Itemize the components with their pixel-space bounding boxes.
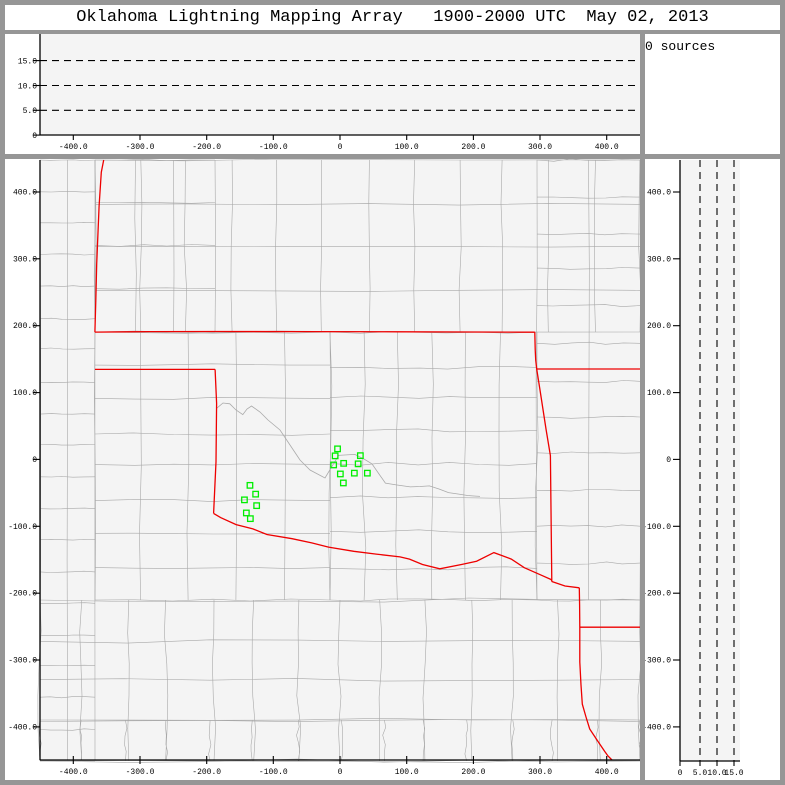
svg-text:100.0: 100.0 [395, 143, 419, 152]
svg-text:400.0: 400.0 [595, 143, 619, 152]
svg-text:200.0: 200.0 [647, 322, 671, 331]
svg-text:0: 0 [666, 456, 671, 465]
svg-text:5.0: 5.0 [693, 769, 708, 778]
svg-text:300.0: 300.0 [647, 255, 671, 264]
svg-text:300.0: 300.0 [528, 143, 552, 152]
svg-text:200.0: 200.0 [461, 768, 485, 777]
svg-text:-400.0: -400.0 [8, 723, 37, 732]
svg-text:300.0: 300.0 [528, 768, 552, 777]
svg-text:0: 0 [32, 456, 37, 465]
svg-text:-100.0: -100.0 [8, 523, 37, 532]
svg-text:100.0: 100.0 [395, 768, 419, 777]
svg-text:-400.0: -400.0 [59, 768, 88, 777]
svg-text:-200.0: -200.0 [192, 143, 221, 152]
svg-text:100.0: 100.0 [13, 389, 37, 398]
svg-text:0: 0 [338, 143, 343, 152]
svg-text:300.0: 300.0 [13, 255, 37, 264]
svg-text:-100.0: -100.0 [645, 523, 671, 532]
svg-text:0: 0 [32, 132, 37, 141]
svg-text:15.0: 15.0 [18, 58, 37, 67]
svg-text:-300.0: -300.0 [126, 143, 155, 152]
svg-text:-400.0: -400.0 [645, 723, 671, 732]
svg-text:-400.0: -400.0 [59, 143, 88, 152]
svg-text:400.0: 400.0 [647, 189, 671, 198]
svg-text:-100.0: -100.0 [259, 768, 288, 777]
svg-text:200.0: 200.0 [13, 322, 37, 331]
svg-text:10.0: 10.0 [18, 82, 37, 91]
svg-text:200.0: 200.0 [461, 143, 485, 152]
svg-text:-300.0: -300.0 [126, 768, 155, 777]
svg-text:400.0: 400.0 [13, 189, 37, 198]
svg-text:-200.0: -200.0 [645, 590, 671, 599]
svg-text:-200.0: -200.0 [8, 590, 37, 599]
svg-text:100.0: 100.0 [647, 389, 671, 398]
svg-text:400.0: 400.0 [595, 768, 619, 777]
svg-text:0: 0 [678, 769, 683, 778]
svg-text:15.0: 15.0 [724, 769, 743, 778]
svg-text:5.0: 5.0 [23, 107, 38, 116]
svg-text:-100.0: -100.0 [259, 143, 288, 152]
svg-text:0: 0 [338, 768, 343, 777]
svg-text:-300.0: -300.0 [8, 657, 37, 666]
svg-text:-200.0: -200.0 [192, 768, 221, 777]
svg-text:-300.0: -300.0 [645, 657, 671, 666]
